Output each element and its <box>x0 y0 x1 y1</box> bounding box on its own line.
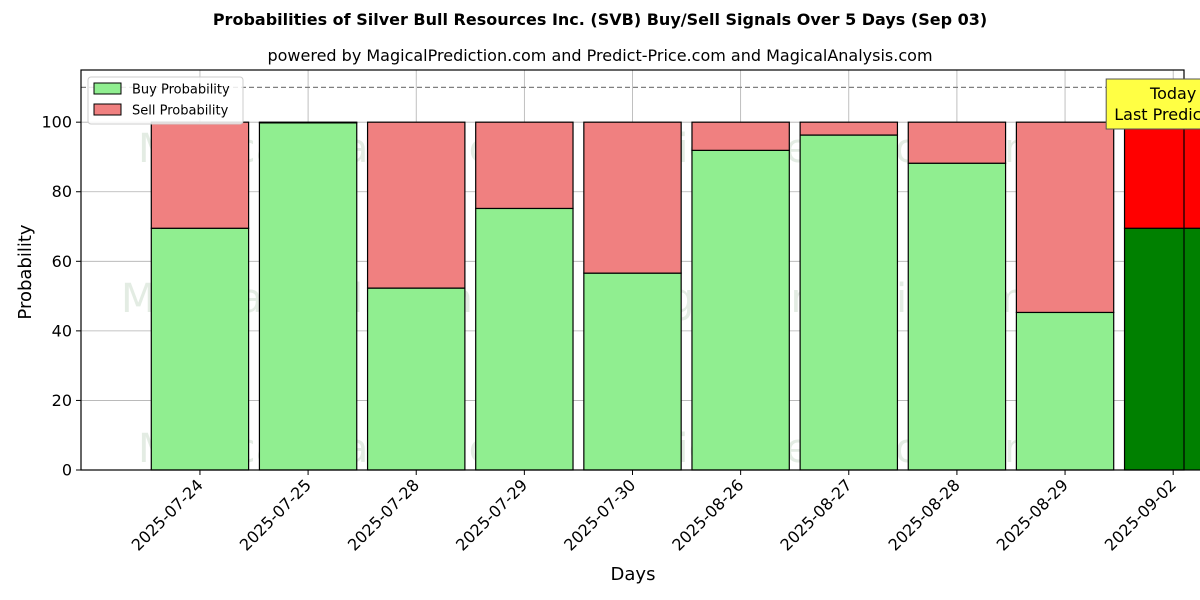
legend-swatch <box>93 82 122 95</box>
y-tick-label: 40 <box>52 321 72 340</box>
y-tick-label: 0 <box>62 461 72 480</box>
annotation-today: Today Last Prediction <box>1105 78 1200 130</box>
legend-box <box>87 76 244 125</box>
bar-buy-2025-08-29 <box>1015 311 1115 471</box>
bar-sell-2025-07-24 <box>150 121 250 229</box>
x-tick-label: 2025-08-26 <box>668 475 747 554</box>
legend-label: Sell Probability <box>132 104 229 119</box>
bar-buy-2025-09-02 <box>1123 227 1200 471</box>
y-tick-label: 80 <box>52 182 72 201</box>
y-axis-label: Probability <box>15 224 36 319</box>
bar-buy-2025-08-27 <box>799 134 899 471</box>
annotation-line: Today <box>1149 84 1196 103</box>
y-tick-label: 20 <box>52 391 72 410</box>
x-tick-label: 2025-07-28 <box>344 475 423 554</box>
bar-sell-2025-07-25 <box>258 121 358 124</box>
legend-label: Buy Probability <box>132 83 230 98</box>
bar-buy-2025-08-28 <box>907 162 1007 471</box>
x-tick-label: 2025-07-25 <box>236 475 315 554</box>
bar-sell-2025-08-28 <box>907 121 1007 164</box>
bar-layer <box>150 121 1200 471</box>
bar-buy-2025-08-26 <box>691 149 790 471</box>
chart-title: Probabilities of Silver Bull Resources I… <box>212 10 988 29</box>
bar-sell-2025-07-29 <box>475 121 574 210</box>
x-tick-label: 2025-07-29 <box>452 475 531 554</box>
y-tick-label: 60 <box>52 252 72 271</box>
annotation-box <box>1105 78 1200 130</box>
legend-swatch <box>93 103 122 116</box>
y-tick-label: 100 <box>41 113 72 132</box>
x-tick-label: 2025-07-24 <box>128 475 207 554</box>
bar-buy-2025-07-25 <box>258 122 358 471</box>
bar-buy-2025-07-24 <box>150 227 250 471</box>
x-tick-label: 2025-07-30 <box>560 475 639 554</box>
bar-sell-2025-07-30 <box>583 121 682 274</box>
x-tick-label: 2025-08-29 <box>993 475 1072 554</box>
bar-sell-2025-08-29 <box>1015 121 1115 314</box>
x-axis-label: Days <box>611 564 656 585</box>
x-tick-label: 2025-09-02 <box>1101 475 1180 554</box>
x-tick-label: 2025-08-27 <box>776 475 855 554</box>
x-tick-label: 2025-08-28 <box>885 475 964 554</box>
bar-sell-2025-08-26 <box>691 121 790 151</box>
bar-buy-2025-07-29 <box>475 207 574 471</box>
annotation-line: Last Prediction <box>1114 105 1200 124</box>
bar-buy-2025-07-30 <box>583 272 682 471</box>
bar-sell-2025-09-02 <box>1123 121 1200 229</box>
bar-buy-2025-07-28 <box>366 287 466 471</box>
legend: Buy Probability Sell Probability <box>87 76 244 125</box>
bar-sell-2025-07-28 <box>366 121 466 289</box>
bar-sell-2025-08-27 <box>799 121 899 136</box>
chart-subtitle: powered by MagicalPrediction.com and Pre… <box>267 46 933 65</box>
